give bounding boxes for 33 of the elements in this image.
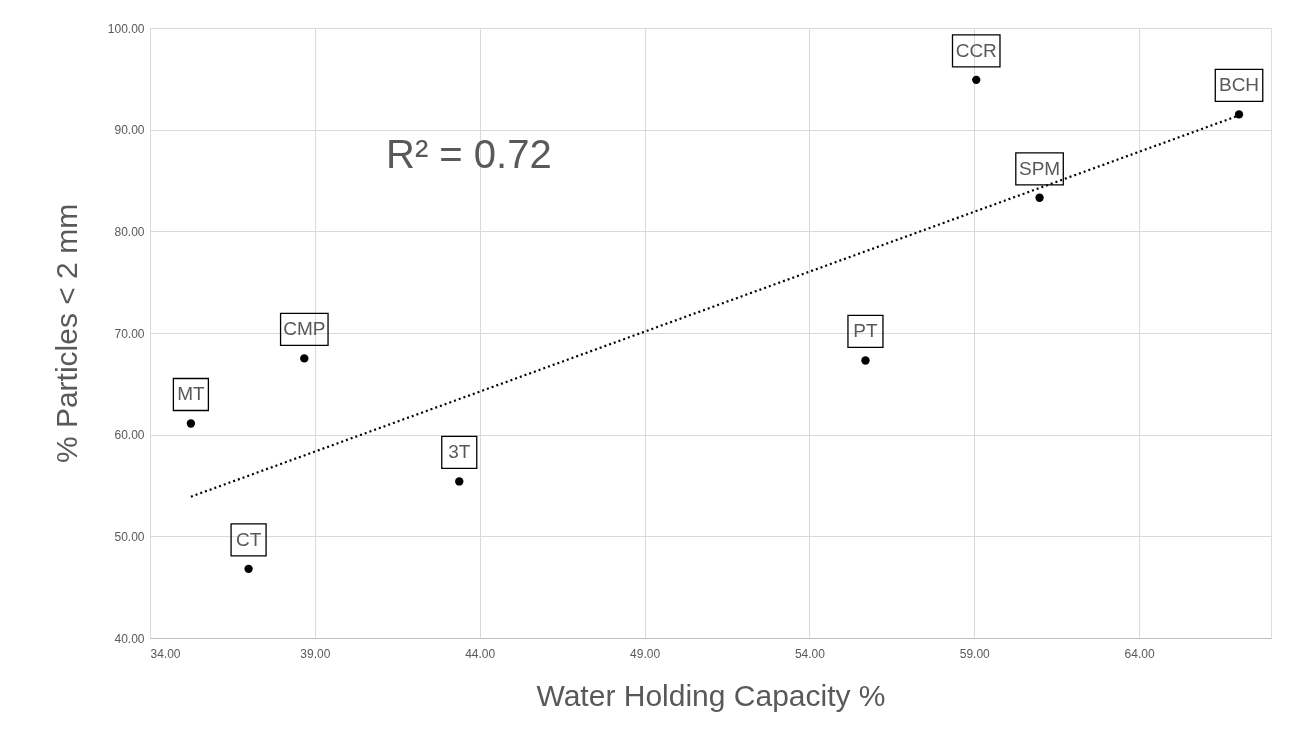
annotation: SPM	[1018, 157, 1061, 179]
x-tick-label: 54.00	[794, 646, 826, 661]
x-axis-title: Water Holding Capacity %	[536, 678, 886, 712]
annotation: R² = 0.72	[386, 132, 552, 176]
point	[1234, 110, 1244, 119]
y-tick-label: 80.00	[114, 224, 145, 239]
x-tick-label: 44.00	[465, 646, 496, 661]
point	[1035, 193, 1044, 202]
point	[455, 477, 464, 486]
y-tick-label: 90.00	[114, 123, 145, 138]
point	[244, 564, 253, 574]
x-tick-label: 49.00	[630, 646, 661, 661]
point	[861, 356, 870, 365]
y-tick-label: 70.00	[114, 326, 145, 341]
annotation: CMP	[283, 318, 326, 340]
y-tick-label: 50.00	[114, 529, 145, 544]
point	[972, 75, 981, 85]
annotation: MT	[177, 383, 205, 405]
annotation: CCR	[955, 39, 997, 61]
annotation: PT	[853, 320, 878, 342]
x-tick-label: 34.00	[150, 646, 181, 661]
x-tick-label: 64.00	[1124, 646, 1155, 661]
y-tick-label: 60.00	[114, 428, 145, 443]
annotation: CT	[235, 528, 262, 550]
x-tick-label: 39.00	[300, 646, 331, 661]
x-tick-label: 59.00	[959, 646, 991, 661]
point	[186, 419, 196, 428]
point	[300, 354, 309, 363]
y-axis-title: % Particles < 2 mm	[49, 203, 83, 464]
annotation: BCH	[1218, 74, 1260, 96]
annotation: 3T	[448, 441, 471, 463]
y-tick-label: 100.00	[107, 21, 145, 36]
y-tick-label: 40.00	[114, 631, 145, 646]
